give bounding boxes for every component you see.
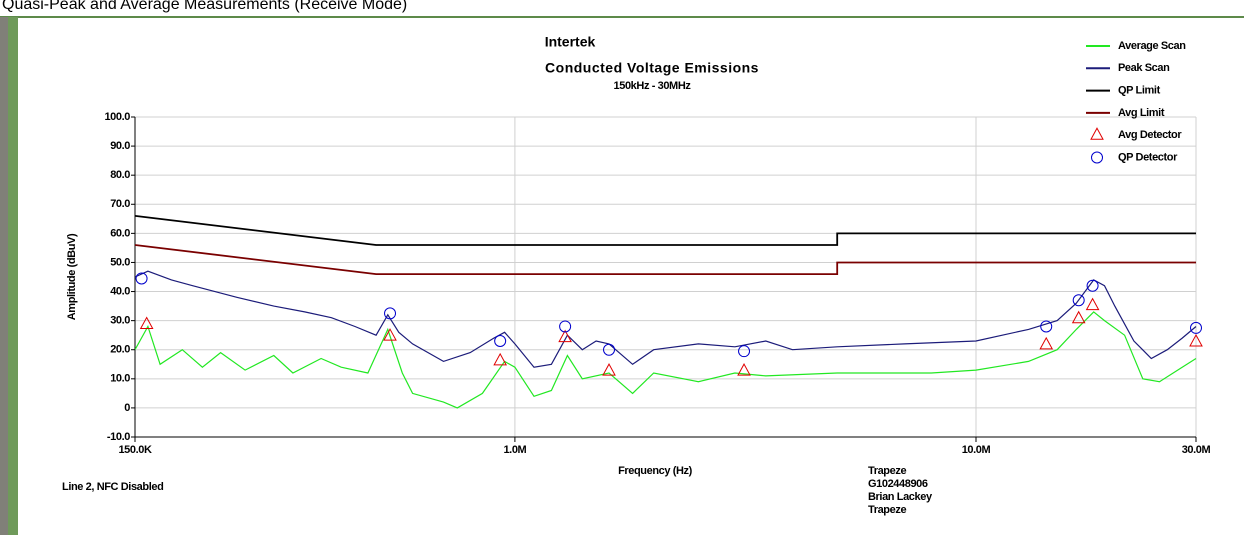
- avg-detector-marker: [737, 363, 751, 376]
- y-tick-label: 40.0: [110, 285, 130, 297]
- plot: [135, 215, 1197, 409]
- avg-detector-marker: [1039, 336, 1054, 350]
- legend-label: Avg Limit: [1118, 107, 1165, 119]
- chart-subtitle: Conducted Voltage Emissions: [545, 60, 759, 76]
- x-tick-label: 30.0M: [1182, 444, 1211, 456]
- annotation: G102448906: [868, 478, 928, 490]
- frame-left-inner: [8, 17, 18, 535]
- avg-detector-marker: [602, 363, 616, 376]
- annotation: Line 2, NFC Disabled: [62, 481, 163, 493]
- legend-label: QP Detector: [1118, 151, 1178, 163]
- avg-detector-marker: [1085, 297, 1100, 311]
- avg-detector-marker: [493, 352, 507, 366]
- y-tick-label: 50.0: [110, 256, 130, 268]
- annotation: Brian Lackey: [868, 491, 933, 503]
- series-line: [135, 311, 1197, 409]
- y-axis-label: Amplitude (dBuV): [66, 233, 78, 320]
- qp-detector-marker: [1086, 279, 1099, 292]
- legend-label: QP Limit: [1118, 85, 1161, 97]
- qp-detector-marker: [738, 345, 751, 358]
- qp-detector-marker: [1072, 294, 1085, 307]
- legend-label: Peak Scan: [1118, 62, 1170, 74]
- qp-detector-marker: [1190, 321, 1202, 334]
- annotation: Trapeze: [868, 504, 906, 516]
- range-note: 150kHz - 30MHz: [614, 80, 692, 92]
- qp-detector-marker: [135, 272, 148, 285]
- y-tick-label: 100.0: [104, 111, 130, 123]
- frame-left: [0, 17, 8, 535]
- x-tick-label: 150.0K: [118, 444, 152, 456]
- avg-detector-marker: [383, 328, 397, 341]
- qp-detector-marker: [559, 320, 572, 333]
- annotation: Trapeze: [868, 465, 906, 477]
- x-tick-label: 1.0M: [503, 444, 526, 456]
- y-tick-label: 20.0: [110, 344, 130, 356]
- series-line: [135, 244, 1196, 275]
- y-tick-label: 0: [124, 402, 130, 414]
- y-tick-label: 70.0: [110, 198, 130, 210]
- qp-detector-marker: [603, 343, 616, 356]
- qp-detector-marker: [384, 307, 397, 320]
- avg-detector-marker: [139, 316, 154, 330]
- y-tick-label: 60.0: [110, 227, 130, 239]
- avg-detector-marker: [1071, 310, 1086, 324]
- avg-detector-marker: [1189, 333, 1203, 347]
- y-tick-label: -10.0: [107, 431, 130, 443]
- x-axis-label: Frequency (Hz): [618, 465, 693, 477]
- qp-detector-marker: [494, 335, 507, 347]
- y-tick-label: 10.0: [110, 373, 130, 385]
- y-tick-label: 80.0: [110, 169, 130, 181]
- legend-label: Avg Detector: [1118, 129, 1182, 141]
- avg-detector-marker: [558, 329, 572, 343]
- legend-swatch: [1091, 151, 1103, 164]
- series-line: [135, 215, 1196, 246]
- legend-swatch: [1090, 127, 1104, 140]
- chart-title: Intertek: [545, 34, 596, 50]
- legend-label: Average Scan: [1118, 40, 1186, 52]
- y-tick-label: 30.0: [110, 315, 130, 327]
- series-line: [135, 270, 1197, 368]
- header: Quasi-Peak and Average Measurements (Rec…: [2, 0, 407, 13]
- y-tick-label: 90.0: [110, 140, 130, 152]
- qp-detector-marker: [1040, 320, 1053, 333]
- x-tick-label: 10.0M: [962, 444, 991, 456]
